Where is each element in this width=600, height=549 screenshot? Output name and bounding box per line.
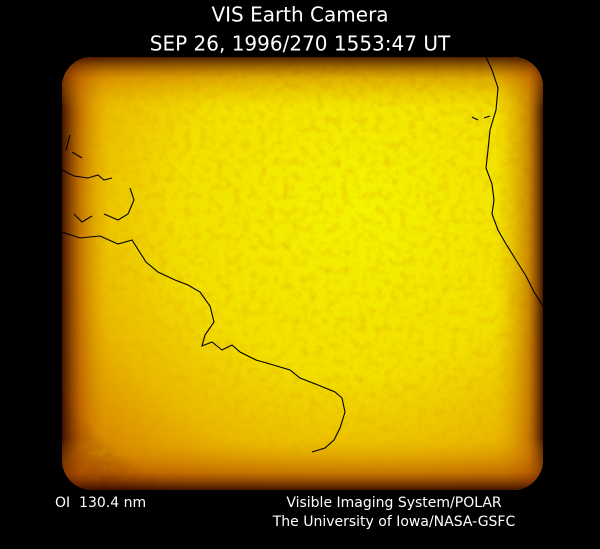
instrument-label: Visible Imaging System/POLAR bbox=[286, 495, 502, 511]
filter-label: OI 130.4 nm bbox=[55, 495, 146, 511]
image-title: VIS Earth Camera bbox=[211, 3, 388, 27]
coastlines bbox=[62, 57, 543, 453]
earth-image bbox=[62, 57, 543, 490]
image-timestamp: SEP 26, 1996/270 1553:47 UT bbox=[150, 32, 451, 56]
credit-label: The University of Iowa/NASA-GSFC bbox=[272, 514, 516, 530]
